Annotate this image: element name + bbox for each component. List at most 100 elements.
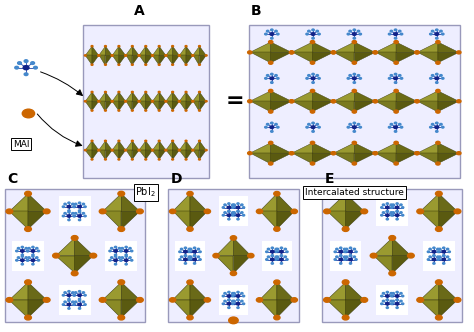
Circle shape <box>381 207 383 208</box>
Circle shape <box>284 256 286 258</box>
Circle shape <box>158 64 160 65</box>
Circle shape <box>355 259 357 260</box>
Circle shape <box>271 251 274 253</box>
Circle shape <box>62 206 64 208</box>
Circle shape <box>145 91 146 93</box>
Polygon shape <box>420 211 439 229</box>
Circle shape <box>181 248 182 250</box>
Circle shape <box>342 227 349 231</box>
Circle shape <box>111 55 113 56</box>
Circle shape <box>138 101 140 102</box>
Polygon shape <box>121 194 140 211</box>
Polygon shape <box>271 42 292 52</box>
Polygon shape <box>179 141 186 150</box>
Circle shape <box>399 75 401 76</box>
Circle shape <box>121 257 123 258</box>
Circle shape <box>438 259 441 260</box>
Circle shape <box>24 60 28 62</box>
Circle shape <box>442 33 444 35</box>
Circle shape <box>271 130 273 132</box>
Polygon shape <box>439 300 457 318</box>
Circle shape <box>25 191 31 196</box>
Circle shape <box>62 215 64 217</box>
Polygon shape <box>99 101 105 111</box>
Polygon shape <box>146 150 153 159</box>
Polygon shape <box>312 153 333 164</box>
Circle shape <box>415 51 419 54</box>
Circle shape <box>349 258 352 261</box>
Polygon shape <box>132 55 139 65</box>
Circle shape <box>236 214 240 216</box>
Circle shape <box>275 30 277 32</box>
Circle shape <box>98 149 100 151</box>
Circle shape <box>188 256 191 258</box>
Circle shape <box>357 124 360 125</box>
Circle shape <box>454 209 461 214</box>
Circle shape <box>436 227 442 231</box>
Circle shape <box>84 55 86 56</box>
Circle shape <box>233 212 235 213</box>
Polygon shape <box>193 141 200 150</box>
Circle shape <box>435 126 438 128</box>
FancyBboxPatch shape <box>105 241 137 271</box>
Circle shape <box>121 247 123 249</box>
Circle shape <box>331 100 336 103</box>
Polygon shape <box>277 282 294 300</box>
Polygon shape <box>173 101 179 111</box>
Circle shape <box>82 301 84 302</box>
Polygon shape <box>9 300 28 318</box>
Circle shape <box>361 209 368 214</box>
Polygon shape <box>292 52 312 63</box>
Circle shape <box>415 152 419 155</box>
Circle shape <box>277 77 279 79</box>
Circle shape <box>266 259 268 260</box>
Polygon shape <box>99 150 105 159</box>
Polygon shape <box>333 153 354 164</box>
Polygon shape <box>56 256 74 273</box>
Circle shape <box>266 251 268 253</box>
Polygon shape <box>179 55 186 65</box>
Circle shape <box>25 227 31 231</box>
Circle shape <box>415 152 419 155</box>
Polygon shape <box>9 211 28 229</box>
Polygon shape <box>312 143 333 153</box>
Circle shape <box>291 298 297 302</box>
Circle shape <box>389 236 396 240</box>
Circle shape <box>373 100 377 103</box>
Circle shape <box>432 251 436 253</box>
Polygon shape <box>193 150 200 159</box>
Circle shape <box>190 256 192 258</box>
Circle shape <box>193 263 196 264</box>
Circle shape <box>394 130 397 132</box>
Circle shape <box>386 210 389 212</box>
Circle shape <box>68 300 70 301</box>
Circle shape <box>270 77 273 80</box>
Circle shape <box>99 209 106 214</box>
Circle shape <box>432 258 436 261</box>
Polygon shape <box>396 153 417 164</box>
Circle shape <box>394 141 398 144</box>
Circle shape <box>199 110 201 111</box>
Circle shape <box>78 308 81 309</box>
Circle shape <box>349 251 352 253</box>
Circle shape <box>78 215 81 217</box>
Circle shape <box>138 149 140 151</box>
Polygon shape <box>92 150 99 159</box>
Circle shape <box>98 149 100 151</box>
Polygon shape <box>417 42 438 52</box>
Circle shape <box>73 206 75 208</box>
FancyBboxPatch shape <box>59 285 91 315</box>
Polygon shape <box>190 194 207 211</box>
Circle shape <box>193 255 196 256</box>
Polygon shape <box>260 194 277 211</box>
Circle shape <box>438 251 441 253</box>
FancyBboxPatch shape <box>376 196 408 226</box>
Polygon shape <box>312 42 333 52</box>
Circle shape <box>74 212 77 214</box>
Polygon shape <box>153 55 159 65</box>
Circle shape <box>105 91 106 93</box>
Circle shape <box>396 218 398 220</box>
Circle shape <box>68 219 70 221</box>
Circle shape <box>190 251 192 253</box>
Circle shape <box>205 149 207 151</box>
